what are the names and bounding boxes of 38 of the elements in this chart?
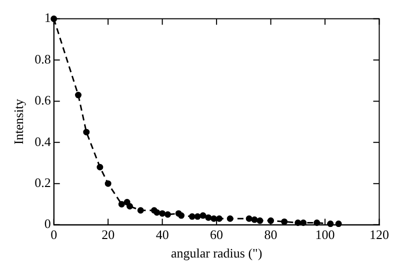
- point: [96, 164, 104, 170]
- x-axis-title: angular radius ("): [170, 246, 262, 261]
- point: [164, 211, 171, 218]
- y-tick-label: 0.2: [34, 175, 51, 190]
- x-tick-label: 120: [370, 227, 389, 242]
- point: [314, 219, 320, 226]
- point: [251, 216, 258, 223]
- point: [188, 213, 196, 220]
- y-tick-label: 0.4: [34, 134, 52, 149]
- x-tick-label: 100: [315, 227, 335, 242]
- point: [83, 128, 90, 136]
- point: [159, 210, 166, 217]
- y-tick-label: 0.6: [34, 92, 52, 108]
- y-axis-title: Intensity: [11, 98, 26, 145]
- y-tick-label: 0.8: [34, 51, 51, 66]
- y-tick-label: 0: [44, 216, 51, 232]
- x-tick-label: 60: [210, 227, 224, 242]
- point: [300, 219, 307, 226]
- point: [104, 180, 112, 187]
- point: [75, 92, 82, 98]
- point: [210, 215, 218, 222]
- point: [178, 212, 185, 219]
- x-tick-label: 80: [264, 227, 278, 242]
- point: [194, 213, 201, 220]
- y-tick-label: 1: [44, 10, 51, 26]
- point: [281, 218, 288, 225]
- x-tick-label: 40: [156, 227, 169, 242]
- point: [200, 212, 206, 219]
- x-tick-label: 20: [102, 227, 115, 242]
- point: [118, 200, 125, 208]
- point: [226, 215, 234, 222]
- point: [154, 209, 160, 216]
- point: [205, 214, 212, 221]
- point: [216, 215, 223, 222]
- point: [126, 203, 134, 210]
- point: [256, 217, 264, 224]
- point: [137, 207, 144, 214]
- point: [246, 215, 252, 222]
